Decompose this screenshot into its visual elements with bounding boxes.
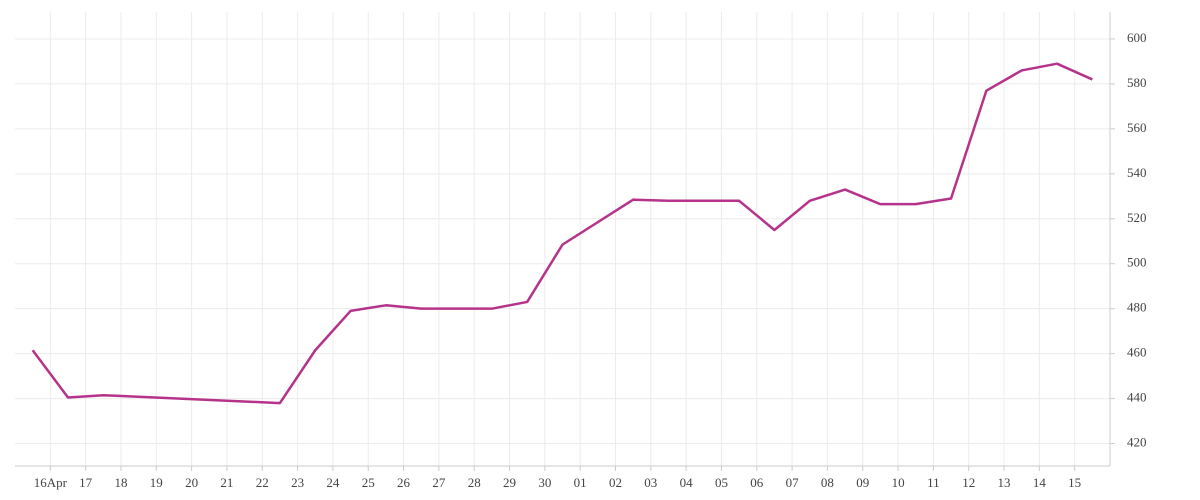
y-tick-label: 500: [1127, 255, 1147, 270]
line: [31, 62, 1093, 405]
x-tick-label: 27: [432, 475, 446, 490]
x-tick-label: 06: [750, 475, 764, 490]
x-tick-label: 03: [644, 475, 657, 490]
x-tick-label: 19: [150, 475, 163, 490]
x-tick-label: 14: [1033, 475, 1047, 490]
x-tick-label: 05: [715, 475, 728, 490]
x-tick-label: 22: [256, 475, 269, 490]
x-tick-label: 10: [892, 475, 905, 490]
x-tick-label: 23: [291, 475, 304, 490]
x-tick-label: 18: [114, 475, 127, 490]
x-tick-label: 01: [574, 475, 587, 490]
x-tick-label: 29: [503, 475, 516, 490]
y-tick-label: 560: [1127, 120, 1147, 135]
y-tick-label: 600: [1127, 30, 1147, 45]
x-tick-label: 30: [538, 475, 551, 490]
x-tick-label: 24: [326, 475, 340, 490]
x-tick-label: 13: [998, 475, 1011, 490]
y-tick-label: 460: [1127, 345, 1147, 360]
x-tick-label: 17: [79, 475, 93, 490]
x-tick-label: 02: [609, 475, 622, 490]
x-tick-label: 11: [927, 475, 940, 490]
x-tick-label: 04: [680, 475, 694, 490]
x-tick-label: 28: [468, 475, 481, 490]
x-tick-label: 16Apr: [34, 475, 68, 490]
y-tick-label: 480: [1127, 300, 1147, 315]
x-tick-label: 25: [362, 475, 375, 490]
x-tick-label: 21: [220, 475, 233, 490]
x-tick-label: 09: [856, 475, 869, 490]
x-tick-label: 12: [962, 475, 975, 490]
y-tick-label: 580: [1127, 75, 1147, 90]
y-tick-label: 520: [1127, 210, 1147, 225]
x-tick-label: 08: [821, 475, 834, 490]
x-tick-label: 07: [786, 475, 800, 490]
x-tick-label: 15: [1068, 475, 1081, 490]
y-tick-label: 420: [1127, 435, 1147, 450]
x-tick-label: 26: [397, 475, 411, 490]
y-tick-label: 540: [1127, 165, 1147, 180]
x-tick-label: 20: [185, 475, 198, 490]
y-tick-label: 440: [1127, 390, 1147, 405]
